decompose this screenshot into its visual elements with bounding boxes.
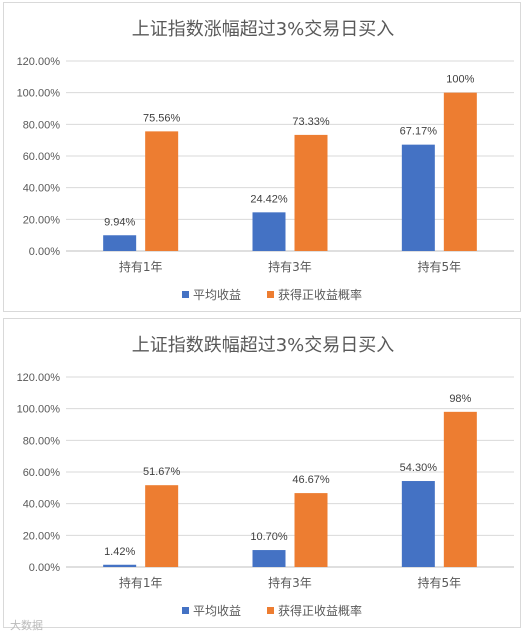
y-tick-label: 40.00% [23,183,61,195]
chart-rise: 上证指数涨幅超过3%交易日买入 0.00% 20.00% 40.00% 60.00% 80… [17,19,514,302]
bar-avg-return [103,235,137,251]
legend-label: 平均收益 [193,604,241,618]
chart-title: 上证指数涨幅超过3%交易日买入 [132,19,395,40]
chart-panel-rise: 上证指数涨幅超过3%交易日买入 0.00% 20.00% 40.00% 60.00% 80… [3,2,521,312]
legend-swatch [182,607,189,614]
legend-label: 平均收益 [193,288,241,302]
y-tick-label: 40.00% [23,499,61,511]
bar-avg-return [252,550,286,567]
x-tick-label: 持有3年 [268,259,312,274]
data-label: 46.67% [292,474,330,486]
watermark-text: 大数据 [10,619,43,632]
x-tick-label: 持有1年 [119,259,163,274]
bar-avg-return [401,144,435,251]
data-label: 75.56% [143,112,181,124]
x-tick-label: 持有3年 [268,575,312,590]
data-label: 98% [449,393,471,405]
y-tick-label: 0.00% [29,246,60,258]
bar-avg-return [401,481,435,567]
y-tick-label: 80.00% [23,435,61,447]
legend-swatch [267,607,274,614]
data-label: 24.42% [250,193,288,205]
chart-fall: 上证指数跌幅超过3%交易日买入 0.00% 20.00% 40.00% 60.00% 80… [17,335,514,618]
bar-avg-return [252,212,286,251]
bar-positive-prob [294,134,328,251]
x-tick-label: 持有5年 [418,259,462,274]
bar-avg-return [103,564,137,567]
chart-panel-fall: 上证指数跌幅超过3%交易日买入 0.00% 20.00% 40.00% 60.00% 80… [3,318,521,628]
data-label: 9.94% [104,216,135,228]
y-tick-label: 120.00% [17,56,61,68]
data-label: 1.42% [104,546,135,558]
legend-swatch [182,291,189,298]
x-tick-label: 持有1年 [119,575,163,590]
data-label: 51.67% [143,466,181,478]
data-label: 10.70% [250,531,288,543]
legend-label: 获得正收益概率 [278,287,362,302]
y-tick-label: 100.00% [17,404,61,416]
bar-positive-prob [294,493,328,567]
y-tick-label: 60.00% [23,151,61,163]
data-label: 67.17% [400,126,438,138]
legend-label: 获得正收益概率 [278,603,362,618]
y-tick-label: 80.00% [23,119,61,131]
y-tick-label: 120.00% [17,372,61,384]
legend-swatch [267,291,274,298]
y-tick-label: 20.00% [23,214,61,226]
x-tick-label: 持有5年 [418,575,462,590]
data-label: 73.33% [292,116,330,128]
y-tick-label: 100.00% [17,88,61,100]
bar-positive-prob [145,485,179,567]
data-label: 54.30% [400,462,438,474]
data-label: 100% [446,74,474,86]
y-tick-label: 0.00% [29,562,60,574]
bar-positive-prob [443,411,477,567]
bar-positive-prob [145,131,179,251]
y-tick-label: 60.00% [23,467,61,479]
chart-title: 上证指数跌幅超过3%交易日买入 [132,335,395,356]
bar-positive-prob [443,92,477,252]
y-tick-label: 20.00% [23,530,61,542]
